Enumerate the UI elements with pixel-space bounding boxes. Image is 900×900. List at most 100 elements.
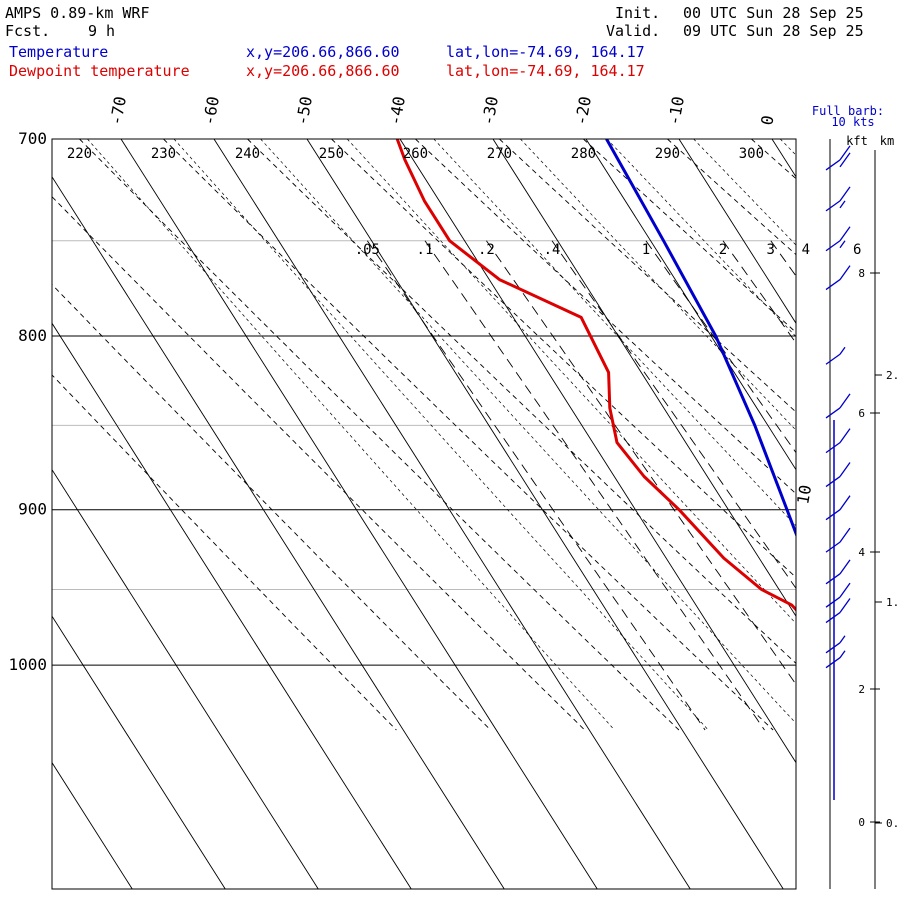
wind-barb-3 [825, 265, 851, 291]
isotherm--60 [213, 139, 691, 889]
isotherm--90 [52, 322, 412, 889]
wind-panel: Full barb:10 kts kft km 8 6 4 2 0 2. 1. 0. [812, 104, 899, 889]
pressure-tick-900: 900 [18, 500, 47, 519]
dry-adiabat-240 [247, 139, 796, 665]
moist-adiabat-230 [260, 139, 796, 724]
wind-barb-10 [825, 559, 851, 585]
model-title: AMPS 0.89-km WRF [5, 4, 150, 22]
plot-frame [51, 138, 797, 890]
dry-adiabat-230 [163, 139, 774, 731]
init-label: Init. [615, 4, 661, 22]
moist-adiabat-240 [346, 139, 796, 625]
theta-label-290: 290 [655, 146, 680, 162]
moist-adiabat-300 [867, 139, 900, 730]
mixing-ratio-label-.05: .05 [355, 242, 380, 258]
mixing-ratio-line-7 [806, 241, 900, 730]
mixing-ratio-line-1 [424, 240, 765, 731]
kft-tick-label-4: 4 [858, 546, 865, 559]
init-value: 00 UTC Sun 28 Sep 25 [683, 4, 864, 22]
dry-adiabat-280 [583, 139, 796, 334]
legend-temperature-name: Temperature [9, 43, 109, 61]
moist-adiabat-lines [87, 139, 900, 731]
isotherm--30 [492, 139, 796, 618]
km-label: km [880, 134, 894, 148]
isotherm--70 [120, 139, 598, 889]
mixing-ratio-label-1: 1 [642, 242, 650, 258]
wind-barb-13 [825, 635, 846, 654]
dewpoint-profile [395, 139, 796, 612]
isotherm--120 [52, 761, 133, 889]
dry-adiabat-210 [52, 196, 586, 731]
isotherm--110 [52, 615, 226, 889]
forecast-value: 9 h [88, 22, 116, 40]
km-tick-label-0: 2. [886, 369, 899, 382]
theta-label-270: 270 [487, 146, 512, 162]
wind-barb-11 [825, 582, 851, 608]
mixing-ratio-line-5 [722, 240, 796, 344]
pressure-tick-1000: 1000 [8, 655, 47, 674]
axis-labels: 700 800 900 1000 .05 .1 .2 .4 1 2 3 4 6 -70 -60 -50 -40 -… [8, 95, 861, 674]
temperature-profile [605, 139, 796, 538]
kft-tick-label-0: 0 [858, 816, 865, 829]
mixing-ratio-line-4 [645, 240, 796, 454]
mixing-ratio-lines [366, 240, 900, 731]
isotherm-lines [52, 139, 796, 889]
wind-barb-7 [825, 462, 851, 488]
wind-barb-4 [825, 346, 846, 365]
wind-barb-2 [825, 226, 851, 252]
wind-barb-9 [825, 527, 851, 553]
dry-adiabat-200 [52, 283, 491, 731]
legend-dewpoint-name: Dewpoint temperature [9, 62, 190, 80]
legend-dewpoint-latlon: lat,lon=-74.69, 164.17 [446, 62, 645, 80]
temperature-tick--60: -60 [199, 95, 223, 127]
pressure-tick-800: 800 [18, 326, 47, 345]
sounding-profiles [395, 139, 796, 612]
dry-adiabat-lines [52, 139, 796, 731]
theta-label-220: 220 [67, 146, 92, 162]
mixing-ratio-label-.4: .4 [544, 242, 561, 258]
km-tick-label-1: 1. [886, 596, 899, 609]
mixing-ratio-label-4: 4 [802, 242, 810, 258]
moist-adiabat-210 [87, 139, 615, 731]
mixing-ratio-label-2: 2 [719, 242, 727, 258]
theta-label-230: 230 [151, 146, 176, 162]
temperature-tick--30: -30 [478, 95, 502, 127]
pressure-tick-700: 700 [18, 129, 47, 148]
temperature-tick--50: -50 [292, 95, 316, 127]
mixing-ratio-label-6: 6 [853, 242, 861, 258]
plot-background [52, 139, 796, 889]
mixing-ratio-label-.1: .1 [417, 242, 434, 258]
mixing-ratio-line-3 [551, 240, 796, 590]
dry-adiabat-250 [331, 139, 796, 579]
theta-label-250: 250 [319, 146, 344, 162]
wind-key-line2: 10 kts [831, 115, 874, 129]
valid-value: 09 UTC Sun 28 Sep 25 [683, 22, 864, 40]
kft-tick-label-6: 6 [858, 407, 865, 420]
mixing-ratio-line-2 [486, 240, 796, 686]
temperature-tick--40: -40 [385, 95, 409, 127]
wind-barb-12 [825, 598, 851, 624]
wind-barb-0 [825, 145, 851, 171]
forecast-label: Fcst. [5, 22, 51, 40]
dry-adiabat-190 [52, 374, 397, 731]
valid-label: Valid. [606, 22, 661, 40]
theta-label-300: 300 [739, 146, 764, 162]
wind-barb-8 [825, 495, 851, 521]
temperature-tick--70: -70 [106, 95, 130, 127]
temperature-tick-0: 0 [757, 114, 777, 127]
legend-dewpoint-xy: x,y=206.66,866.60 [246, 62, 400, 80]
mixing-ratio-line-8 [857, 241, 900, 730]
theta-label-260: 260 [403, 146, 428, 162]
isotherm--20 [585, 139, 796, 471]
theta-label-280: 280 [571, 146, 596, 162]
wind-barb-5 [825, 393, 851, 419]
km-tick-label-2: 0. [886, 817, 899, 830]
moist-adiabat-220 [173, 139, 709, 731]
mixing-ratio-label-3: 3 [767, 242, 775, 258]
kft-tick-label-2: 2 [858, 683, 865, 696]
kft-label: kft [846, 134, 868, 148]
isotherm--80 [52, 175, 505, 889]
wind-barb-6 [825, 428, 851, 454]
legend-temperature-latlon: lat,lon=-74.69, 164.17 [446, 43, 645, 61]
wind-barb-14 [825, 650, 846, 669]
